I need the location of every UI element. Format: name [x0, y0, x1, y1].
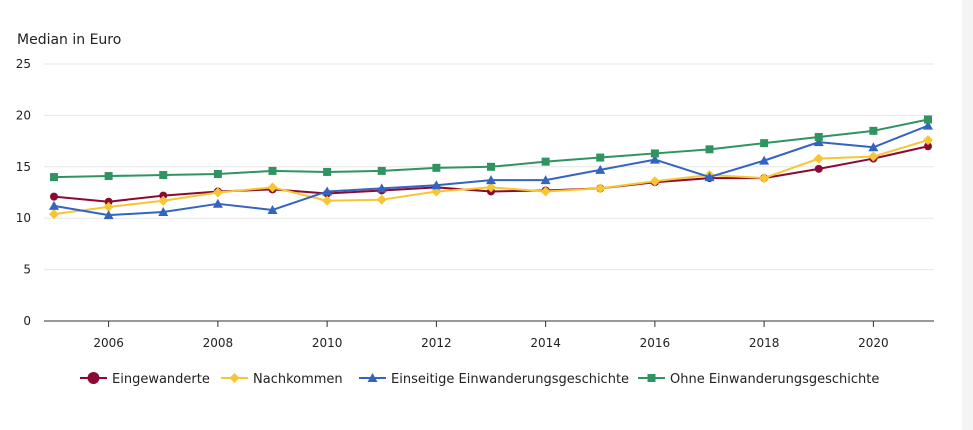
data-point: [813, 153, 824, 164]
data-point: [540, 186, 551, 197]
data-point: [50, 192, 58, 201]
data-point: [268, 166, 277, 175]
legend-item[interactable]: Ohne Einwanderungsgeschichte: [638, 372, 879, 387]
legend-marker: [229, 373, 240, 383]
legend: Eingewanderte Nachkommen Einseitige Einwan…: [80, 372, 879, 387]
series-2: [49, 135, 933, 220]
data-point: [868, 142, 879, 152]
x-tick-label: 2020: [858, 336, 889, 350]
data-point: [759, 155, 770, 165]
data-point: [814, 164, 823, 173]
x-tick-label: 2008: [203, 336, 234, 350]
data-point: [377, 166, 386, 175]
data-point: [431, 180, 442, 190]
x-tick-label: 2014: [530, 336, 561, 350]
data-point: [759, 173, 770, 184]
x-axis: 2006 2008 2010 2012 2014 2016 2018 2020: [44, 320, 934, 350]
data-point: [158, 195, 169, 206]
y-tick-label: 5: [23, 263, 31, 277]
x-tick-label: 2006: [93, 336, 124, 350]
y-axis-ticks: 0 5 10 15 20 25: [16, 57, 31, 328]
data-point: [649, 154, 660, 164]
x-tick-label: 2018: [749, 336, 780, 350]
data-point: [104, 172, 113, 181]
data-point: [486, 182, 496, 193]
series-group: [49, 115, 933, 220]
data-point: [49, 200, 59, 210]
data-point: [50, 173, 58, 182]
data-point: [323, 167, 332, 176]
data-point: [158, 207, 169, 217]
data-point: [103, 210, 114, 220]
legend-item[interactable]: Eingewanderte: [80, 372, 210, 387]
data-point: [267, 182, 278, 193]
data-point: [924, 142, 932, 151]
data-point: [432, 163, 441, 172]
data-point: [376, 194, 387, 205]
y-tick-label: 25: [16, 57, 31, 71]
data-point: [159, 171, 168, 180]
data-point: [159, 191, 168, 200]
y-axis-title: Median in Euro: [17, 32, 121, 48]
data-point: [595, 164, 606, 174]
data-point: [213, 169, 222, 178]
data-point: [104, 197, 113, 206]
data-point: [486, 175, 496, 185]
legend-label: Ohne Einwanderungsgeschichte: [670, 372, 879, 387]
data-point: [650, 149, 659, 158]
series-4: [50, 115, 932, 182]
data-point: [212, 198, 223, 208]
data-point: [103, 201, 114, 212]
data-point: [704, 172, 715, 182]
series-3: [49, 120, 933, 220]
legend-label: Einseitige Einwanderungsgeschichte: [391, 372, 629, 387]
data-point: [705, 145, 714, 154]
data-point: [212, 187, 223, 198]
legend-label: Nachkommen: [253, 372, 343, 387]
data-point: [595, 183, 606, 194]
scroll-edge: [962, 0, 973, 430]
legend-marker: [647, 374, 656, 382]
data-point: [540, 175, 551, 185]
data-point: [923, 120, 933, 130]
data-point: [376, 183, 387, 193]
y-tick-label: 20: [16, 108, 31, 122]
y-tick-label: 0: [23, 314, 31, 328]
x-tick-label: 2010: [312, 336, 343, 350]
legend-marker: [87, 372, 100, 384]
data-point: [596, 153, 605, 162]
data-point: [322, 195, 333, 206]
data-point: [267, 204, 278, 214]
y-tick-label: 15: [16, 160, 31, 174]
legend-marker: [367, 373, 378, 382]
data-point: [923, 135, 933, 146]
legend-item[interactable]: Nachkommen: [221, 372, 343, 387]
data-point: [49, 209, 59, 220]
data-point: [760, 139, 769, 148]
x-tick-label: 2012: [421, 336, 452, 350]
legend-label: Eingewanderte: [112, 372, 210, 387]
data-point: [649, 176, 660, 187]
data-point: [868, 151, 879, 162]
y-tick-label: 10: [16, 211, 31, 225]
x-tick-label: 2016: [640, 336, 671, 350]
data-point: [869, 126, 878, 135]
data-point: [924, 115, 932, 124]
data-point: [322, 186, 333, 196]
data-point: [541, 157, 550, 166]
data-point: [814, 132, 823, 141]
legend-item[interactable]: Einseitige Einwanderungsgeschichte: [359, 372, 629, 387]
data-point: [487, 162, 495, 171]
data-point: [813, 137, 824, 147]
